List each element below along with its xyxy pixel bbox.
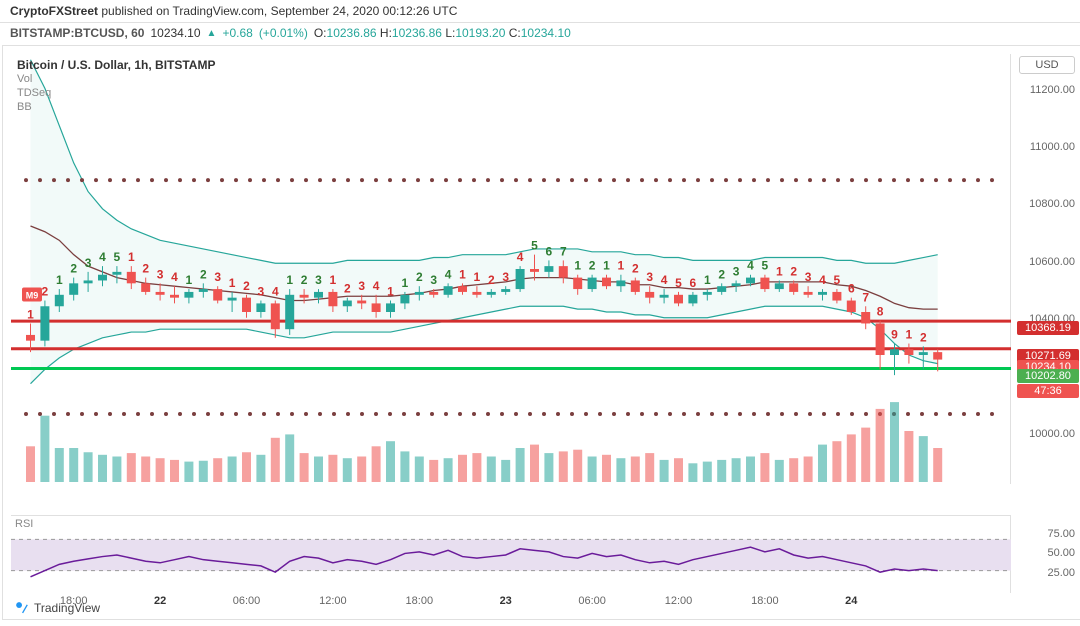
change-pct: (+0.01%) (259, 26, 308, 40)
time-axis: 18:002206:0012:0018:002306:0012:0018:002… (11, 595, 1011, 617)
svg-text:2: 2 (790, 264, 797, 278)
svg-text:6: 6 (546, 244, 553, 258)
chart-legend: Bitcoin / U.S. Dollar, 1h, BITSTAMP Vol … (17, 58, 215, 114)
svg-text:1: 1 (459, 267, 466, 281)
svg-text:4: 4 (171, 270, 178, 284)
svg-text:7: 7 (560, 244, 567, 258)
svg-text:3: 3 (430, 273, 437, 287)
svg-text:4: 4 (373, 279, 380, 293)
symbol: BITSTAMP:BTCUSD, 60 (10, 26, 144, 40)
brand-text: TradingView (34, 601, 100, 615)
svg-text:1: 1 (286, 273, 293, 287)
svg-text:4: 4 (272, 285, 279, 299)
svg-text:2: 2 (301, 273, 308, 287)
symbol-info-bar: BITSTAMP:BTCUSD, 60 10234.10 ▲ +0.68 (+0… (0, 23, 1080, 43)
svg-text:5: 5 (114, 250, 121, 264)
rsi-axis: 75.0050.0025.00 (1013, 515, 1080, 593)
legend-vol: Vol (17, 72, 215, 86)
svg-text:3: 3 (646, 270, 653, 284)
svg-text:M9: M9 (26, 290, 39, 300)
svg-text:3: 3 (258, 285, 265, 299)
tradingview-footer[interactable]: TradingView (15, 601, 100, 615)
legend-bb: BB (17, 100, 215, 114)
svg-text:3: 3 (733, 264, 740, 278)
svg-text:1: 1 (474, 270, 481, 284)
svg-text:2: 2 (920, 330, 927, 344)
last-price: 10234.10 (150, 26, 200, 40)
svg-text:2: 2 (200, 267, 207, 281)
svg-text:4: 4 (517, 250, 524, 264)
svg-text:2: 2 (70, 262, 77, 276)
svg-text:1: 1 (186, 273, 193, 287)
legend-title: Bitcoin / U.S. Dollar, 1h, BITSTAMP (17, 58, 215, 72)
svg-text:1: 1 (229, 276, 236, 290)
svg-text:1: 1 (27, 307, 34, 321)
svg-text:6: 6 (690, 276, 697, 290)
svg-text:4: 4 (747, 259, 754, 273)
svg-text:2: 2 (416, 270, 423, 284)
svg-text:5: 5 (762, 259, 769, 273)
svg-text:5: 5 (675, 276, 682, 290)
svg-text:3: 3 (157, 267, 164, 281)
legend-tdseq: TDSeq (17, 86, 215, 100)
svg-text:2: 2 (632, 262, 639, 276)
svg-text:2: 2 (718, 267, 725, 281)
publisher: CryptoFXStreet (10, 4, 98, 18)
svg-text:3: 3 (502, 270, 509, 284)
svg-text:2: 2 (42, 285, 49, 299)
svg-text:3: 3 (214, 270, 221, 284)
rsi-panel[interactable]: RSI (11, 515, 1011, 593)
svg-text:7: 7 (862, 290, 869, 304)
svg-text:1: 1 (402, 276, 409, 290)
svg-text:2: 2 (344, 282, 351, 296)
rsi-label: RSI (15, 518, 33, 530)
svg-text:2: 2 (589, 259, 596, 273)
svg-text:2: 2 (243, 279, 250, 293)
publish-text: published on TradingView.com, September … (101, 4, 457, 18)
svg-text:8: 8 (877, 305, 884, 319)
publish-bar: CryptoFXStreet published on TradingView.… (0, 0, 1080, 23)
svg-text:4: 4 (819, 273, 826, 287)
tradingview-icon (15, 601, 29, 615)
svg-text:1: 1 (574, 259, 581, 273)
svg-text:1: 1 (776, 264, 783, 278)
svg-text:1: 1 (128, 250, 135, 264)
price-axis: 11200.0011000.0010800.0010600.0010400.00… (1013, 54, 1080, 484)
svg-text:1: 1 (704, 273, 711, 287)
ohlc: O:10236.86 H:10236.86 L:10193.20 C:10234… (314, 26, 571, 40)
chart-svg: 1212345123412312341231234112341123456712… (11, 54, 1011, 484)
up-arrow-icon: ▲ (207, 28, 217, 39)
svg-text:1: 1 (56, 273, 63, 287)
svg-text:4: 4 (445, 267, 452, 281)
change: +0.68 (222, 26, 252, 40)
svg-text:1: 1 (387, 285, 394, 299)
svg-text:6: 6 (848, 282, 855, 296)
svg-text:3: 3 (358, 279, 365, 293)
svg-text:3: 3 (85, 256, 92, 270)
svg-text:5: 5 (531, 239, 538, 253)
main-chart[interactable]: Bitcoin / U.S. Dollar, 1h, BITSTAMP Vol … (11, 54, 1011, 484)
svg-text:2: 2 (142, 262, 149, 276)
svg-text:3: 3 (315, 273, 322, 287)
svg-text:2: 2 (488, 273, 495, 287)
svg-text:1: 1 (906, 328, 913, 342)
svg-text:4: 4 (661, 273, 668, 287)
svg-text:4: 4 (99, 250, 106, 264)
svg-text:1: 1 (603, 259, 610, 273)
svg-text:3: 3 (805, 270, 812, 284)
svg-text:5: 5 (834, 273, 841, 287)
svg-text:1: 1 (618, 259, 625, 273)
chart-container[interactable]: USD Bitcoin / U.S. Dollar, 1h, BITSTAMP … (2, 45, 1080, 620)
svg-text:9: 9 (891, 328, 898, 342)
rsi-svg (11, 516, 1011, 594)
svg-text:1: 1 (330, 273, 337, 287)
